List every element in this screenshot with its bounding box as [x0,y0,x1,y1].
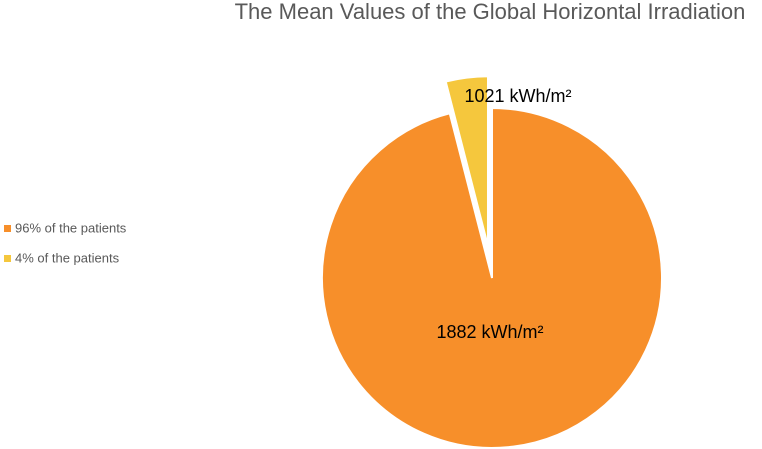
legend-swatch [4,255,11,262]
pie-slice [444,75,489,247]
legend-swatch [4,225,11,232]
slice-label: 1882 kWh/m² [436,322,543,342]
pie-slice [321,106,663,449]
chart-title: The Mean Values of the Global Horizontal… [235,0,746,24]
legend-label: 96% of the patients [15,220,127,235]
slice-label: 1021 kWh/m² [464,86,571,106]
legend-label: 4% of the patients [15,250,120,265]
